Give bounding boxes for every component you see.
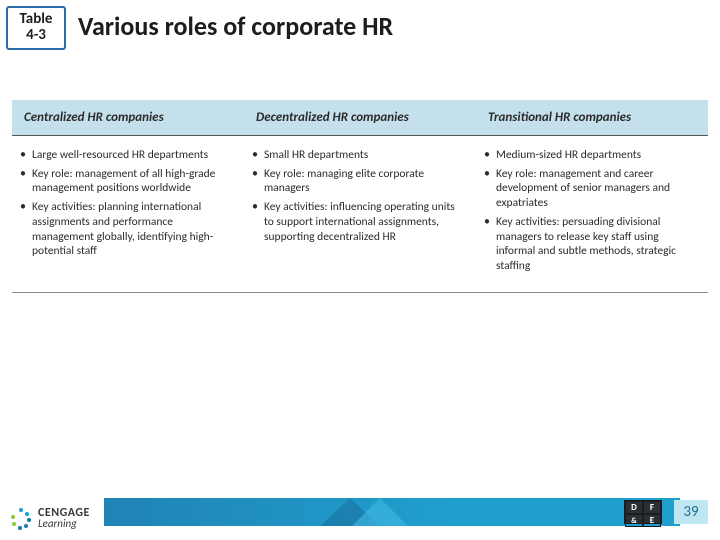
footer-triangle-icon [352,498,408,526]
cengage-logo: CENGAGE Learning [10,508,90,530]
logo-mark-icon [10,508,32,530]
hr-roles-table: Centralized HR companies Decentralized H… [12,100,708,293]
list-item: Key role: managing elite corporate manag… [252,167,466,196]
slide-title: Various roles of corporate HR [78,10,393,42]
badge-line2: 4-3 [26,28,46,44]
list-item: Key activities: influencing operating un… [252,200,466,244]
dfe-amp: & [625,514,643,527]
logo-text: CENGAGE Learning [38,508,90,530]
page-number: 39 [674,500,708,524]
dfe-f: F [643,501,661,514]
table-cell: Small HR departments Key role: managing … [244,144,476,278]
list-item: Large well-resourced HR departments [20,148,234,163]
table-header-row: Centralized HR companies Decentralized H… [12,100,708,136]
list-item: Medium-sized HR departments [484,148,698,163]
table-cell: Large well-resourced HR departments Key … [12,144,244,278]
table-header: Transitional HR companies [476,100,708,135]
list-item: Key role: management of all high-grade m… [20,167,234,196]
list-item: Small HR departments [252,148,466,163]
list-item: Key role: management and career developm… [484,167,698,211]
dfe-e: E [643,514,661,527]
table-header: Centralized HR companies [12,100,244,135]
table-number-badge: Table 4-3 [6,6,66,50]
list-item: Key activities: planning international a… [20,200,234,259]
table-body-row: Large well-resourced HR departments Key … [12,136,708,293]
logo-line2: Learning [38,519,90,529]
dfe-badge: D F & E [624,500,662,524]
dfe-d: D [625,501,643,514]
table-cell: Medium-sized HR departments Key role: ma… [476,144,708,278]
list-item: Key activities: persuading divisional ma… [484,215,698,274]
table-header: Decentralized HR companies [244,100,476,135]
slide: Table 4-3 Various roles of corporate HR … [0,0,720,540]
